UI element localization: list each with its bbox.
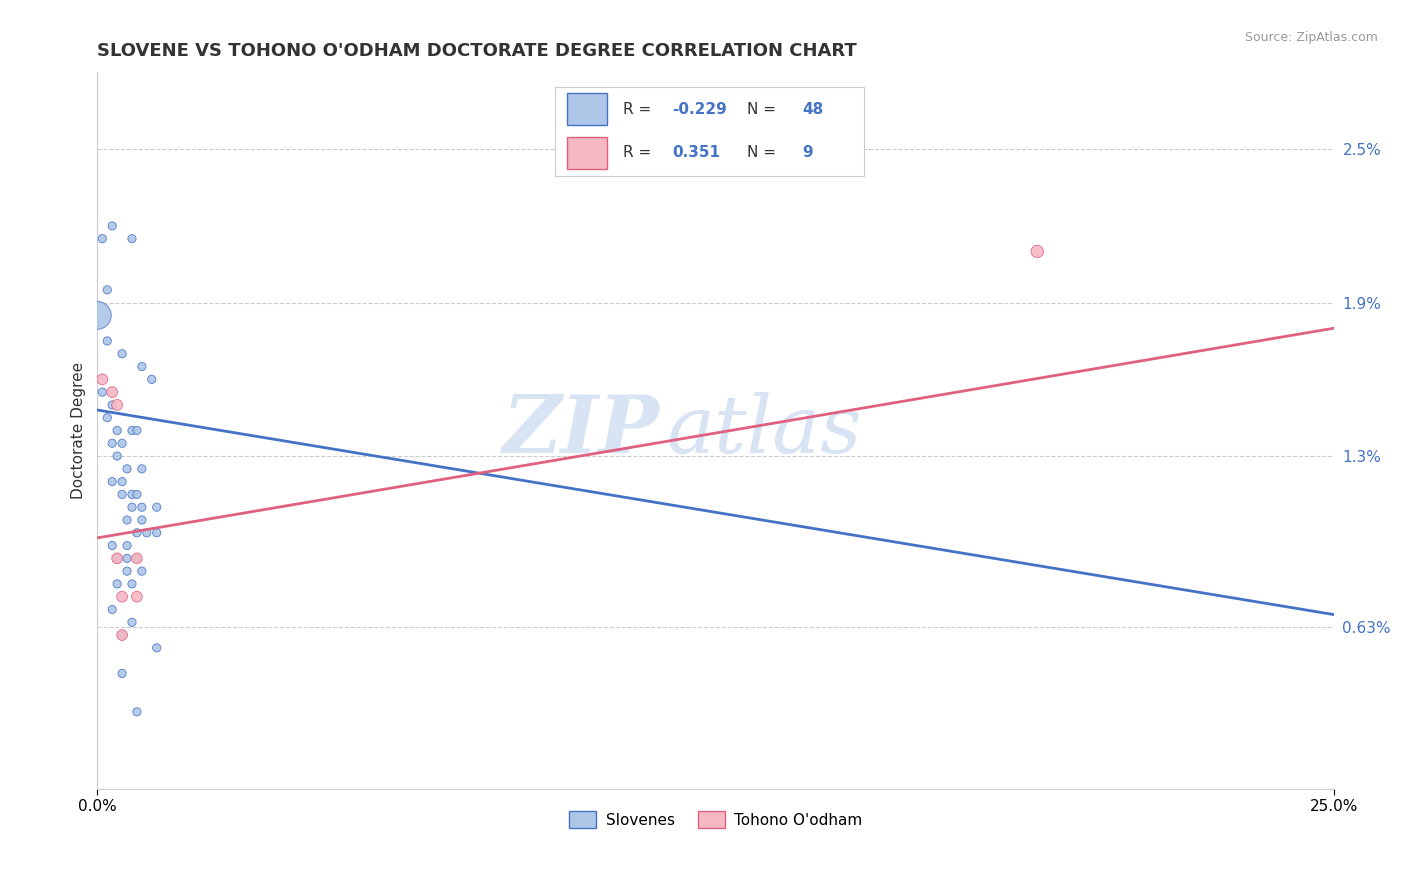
Point <box>101 436 124 450</box>
Point <box>131 513 153 527</box>
Point <box>96 334 118 348</box>
Point <box>105 551 128 566</box>
Point <box>115 462 138 476</box>
Point <box>145 500 167 515</box>
Point <box>125 424 148 438</box>
Point <box>111 347 134 361</box>
Point <box>91 232 114 246</box>
Point <box>101 219 124 233</box>
Point <box>105 551 128 566</box>
Point <box>86 309 108 323</box>
Point <box>131 564 153 578</box>
Point <box>91 372 114 386</box>
Point <box>135 525 157 540</box>
Point <box>105 424 128 438</box>
Point <box>111 487 134 501</box>
Point <box>105 577 128 591</box>
Text: Source: ZipAtlas.com: Source: ZipAtlas.com <box>1244 31 1378 45</box>
Point <box>115 513 138 527</box>
Point <box>111 590 134 604</box>
Point <box>131 359 153 374</box>
Point <box>125 551 148 566</box>
Point <box>121 577 143 591</box>
Point <box>125 705 148 719</box>
Point <box>121 424 143 438</box>
Point <box>115 539 138 553</box>
Point <box>91 385 114 400</box>
Text: atlas: atlas <box>666 392 862 469</box>
Point <box>121 615 143 630</box>
Point <box>115 564 138 578</box>
Point <box>131 462 153 476</box>
Point <box>1026 244 1049 259</box>
Point <box>121 487 143 501</box>
Point <box>111 628 134 642</box>
Point <box>101 539 124 553</box>
Point <box>125 590 148 604</box>
Point <box>96 410 118 425</box>
Point <box>101 602 124 616</box>
Point <box>111 666 134 681</box>
Point <box>125 525 148 540</box>
Point <box>141 372 163 386</box>
Point <box>125 551 148 566</box>
Legend: Slovenes, Tohono O'odham: Slovenes, Tohono O'odham <box>562 805 869 835</box>
Point <box>125 487 148 501</box>
Point <box>121 500 143 515</box>
Text: ZIP: ZIP <box>503 392 659 469</box>
Text: SLOVENE VS TOHONO O'ODHAM DOCTORATE DEGREE CORRELATION CHART: SLOVENE VS TOHONO O'ODHAM DOCTORATE DEGR… <box>97 42 858 60</box>
Point <box>105 398 128 412</box>
Point <box>111 436 134 450</box>
Point <box>145 640 167 655</box>
Point <box>145 525 167 540</box>
Point <box>101 385 124 400</box>
Point <box>115 551 138 566</box>
Point <box>111 628 134 642</box>
Point <box>101 398 124 412</box>
Point <box>111 475 134 489</box>
Point <box>121 232 143 246</box>
Y-axis label: Doctorate Degree: Doctorate Degree <box>72 362 86 499</box>
Point <box>105 449 128 463</box>
Point <box>101 475 124 489</box>
Point <box>131 500 153 515</box>
Point <box>96 283 118 297</box>
